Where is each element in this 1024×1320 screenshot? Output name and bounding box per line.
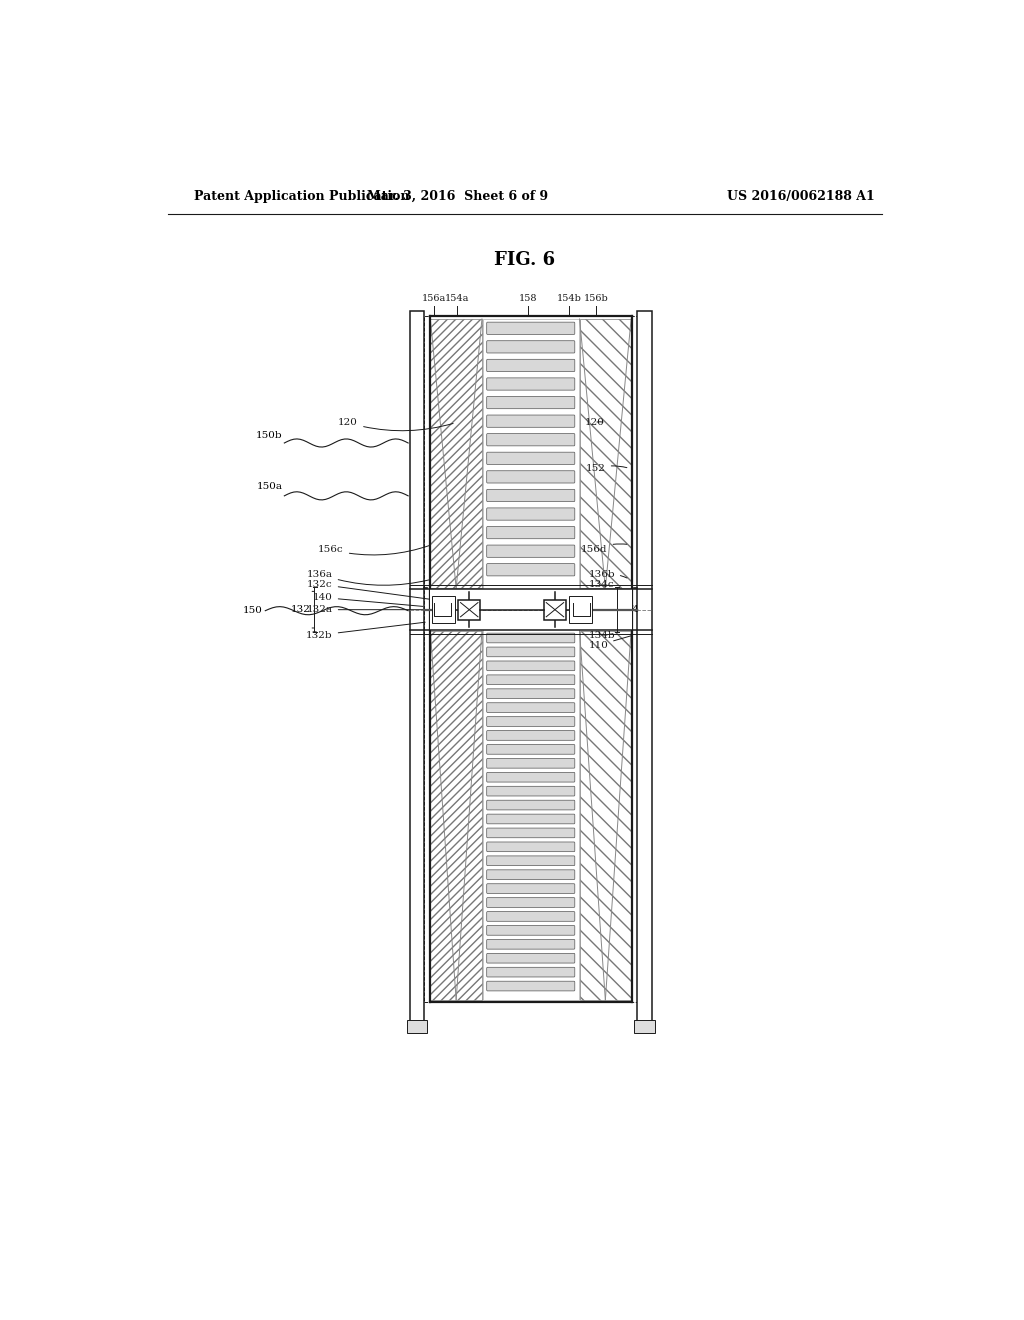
Text: 134b: 134b xyxy=(588,623,631,640)
Text: 150: 150 xyxy=(243,606,263,615)
Bar xyxy=(580,631,631,1001)
FancyBboxPatch shape xyxy=(486,772,574,781)
Bar xyxy=(580,319,631,589)
FancyBboxPatch shape xyxy=(486,981,574,991)
FancyBboxPatch shape xyxy=(486,898,574,907)
Bar xyxy=(432,597,455,623)
Text: 134: 134 xyxy=(620,605,640,614)
Bar xyxy=(634,1020,655,1032)
Text: US 2016/0062188 A1: US 2016/0062188 A1 xyxy=(727,190,874,202)
Text: 152: 152 xyxy=(586,463,627,473)
Text: 132: 132 xyxy=(291,605,310,614)
Text: 142: 142 xyxy=(588,593,633,606)
FancyBboxPatch shape xyxy=(486,787,574,796)
Text: 136b: 136b xyxy=(588,570,627,578)
Text: 154a: 154a xyxy=(445,294,470,302)
Text: 132b: 132b xyxy=(306,622,425,640)
Text: 120: 120 xyxy=(585,418,604,428)
Text: 158: 158 xyxy=(519,294,538,302)
Bar xyxy=(430,319,482,589)
Text: 156d: 156d xyxy=(582,544,627,554)
Text: 140: 140 xyxy=(313,593,423,606)
FancyBboxPatch shape xyxy=(486,870,574,879)
Bar xyxy=(458,599,480,620)
FancyBboxPatch shape xyxy=(486,675,574,685)
Text: 136a: 136a xyxy=(307,570,429,585)
FancyBboxPatch shape xyxy=(486,702,574,713)
Bar xyxy=(430,589,632,630)
FancyBboxPatch shape xyxy=(486,527,574,539)
FancyBboxPatch shape xyxy=(486,564,574,576)
FancyBboxPatch shape xyxy=(486,453,574,465)
Bar xyxy=(569,597,592,623)
Bar xyxy=(482,319,579,1001)
FancyBboxPatch shape xyxy=(486,359,574,371)
FancyBboxPatch shape xyxy=(486,341,574,352)
Text: 134a: 134a xyxy=(588,605,631,614)
FancyBboxPatch shape xyxy=(486,814,574,824)
FancyBboxPatch shape xyxy=(486,953,574,964)
FancyBboxPatch shape xyxy=(486,396,574,409)
FancyBboxPatch shape xyxy=(486,744,574,754)
FancyBboxPatch shape xyxy=(486,490,574,502)
Text: 134c: 134c xyxy=(588,579,627,598)
Text: Mar. 3, 2016  Sheet 6 of 9: Mar. 3, 2016 Sheet 6 of 9 xyxy=(367,190,548,202)
FancyBboxPatch shape xyxy=(486,545,574,557)
FancyBboxPatch shape xyxy=(486,508,574,520)
FancyBboxPatch shape xyxy=(486,912,574,921)
Bar xyxy=(638,312,652,1024)
FancyBboxPatch shape xyxy=(486,634,574,643)
Text: 150a: 150a xyxy=(257,482,283,491)
Bar xyxy=(424,315,638,1002)
FancyBboxPatch shape xyxy=(486,800,574,810)
FancyBboxPatch shape xyxy=(486,661,574,671)
FancyBboxPatch shape xyxy=(486,378,574,391)
FancyBboxPatch shape xyxy=(486,828,574,838)
Bar xyxy=(407,1020,427,1032)
Text: 156c: 156c xyxy=(318,545,429,554)
Text: 154b: 154b xyxy=(557,294,582,302)
Text: 150b: 150b xyxy=(256,432,283,441)
FancyBboxPatch shape xyxy=(486,855,574,866)
FancyBboxPatch shape xyxy=(486,759,574,768)
FancyBboxPatch shape xyxy=(486,730,574,741)
FancyBboxPatch shape xyxy=(486,647,574,657)
Text: FIG. 6: FIG. 6 xyxy=(495,251,555,269)
FancyBboxPatch shape xyxy=(486,433,574,446)
FancyBboxPatch shape xyxy=(486,414,574,428)
FancyBboxPatch shape xyxy=(486,884,574,894)
Bar xyxy=(410,312,424,1024)
Text: 156a: 156a xyxy=(422,294,445,302)
FancyBboxPatch shape xyxy=(486,689,574,698)
FancyBboxPatch shape xyxy=(486,968,574,977)
FancyBboxPatch shape xyxy=(486,940,574,949)
Text: 132c: 132c xyxy=(307,579,429,599)
Text: Patent Application Publication: Patent Application Publication xyxy=(194,190,410,202)
Bar xyxy=(544,599,566,620)
FancyBboxPatch shape xyxy=(486,322,574,334)
Bar xyxy=(430,631,482,1001)
FancyBboxPatch shape xyxy=(486,925,574,935)
FancyBboxPatch shape xyxy=(486,717,574,726)
Text: 120: 120 xyxy=(338,418,453,430)
FancyBboxPatch shape xyxy=(486,471,574,483)
Text: 156b: 156b xyxy=(584,294,608,302)
Text: 110: 110 xyxy=(588,636,631,649)
Text: 132a: 132a xyxy=(307,605,425,614)
FancyBboxPatch shape xyxy=(486,842,574,851)
